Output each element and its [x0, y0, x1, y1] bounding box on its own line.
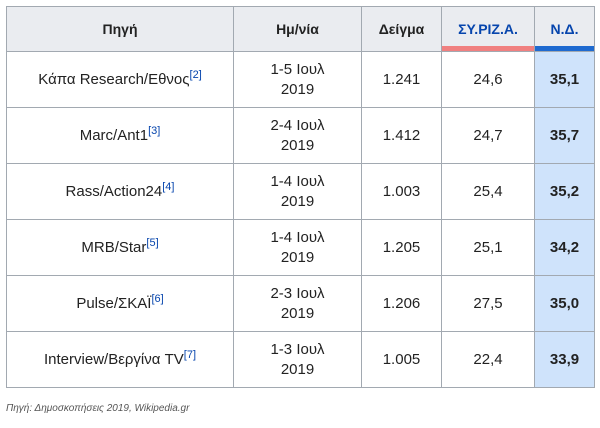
- syriza-cell: 24,7: [441, 107, 535, 164]
- sample-cell: 1.205: [361, 219, 442, 276]
- poll-table: Πηγή Ημ/νία Δείγμα ΣΥ.ΡΙΖ.Α. Ν.Δ. Κάπα R…: [6, 6, 595, 388]
- nd-color-bar: [535, 46, 594, 51]
- reference-link[interactable]: [4]: [162, 180, 175, 193]
- source-name[interactable]: Rass/Action24: [65, 182, 163, 200]
- date-year: 2019: [280, 304, 315, 322]
- source-name[interactable]: MRB/Star: [81, 238, 147, 256]
- source-name[interactable]: Interview/Βεργίνα TV: [44, 350, 184, 368]
- nd-cell: 35,2: [534, 163, 595, 220]
- date-cell: 1-3 Ιουλ 2019: [233, 331, 362, 388]
- date-cell: 1-5 Ιουλ 2019: [233, 51, 362, 108]
- sample-cell: 1.241: [361, 51, 442, 108]
- date-year: 2019: [280, 80, 315, 98]
- reference-link[interactable]: [6]: [151, 292, 164, 305]
- table-row: Rass/Action24[4] 1-4 Ιουλ 2019 1.003 25,…: [6, 163, 595, 220]
- date-range: 2-4 Ιουλ: [270, 116, 325, 134]
- table-row: Interview/Βεργίνα TV[7] 1-3 Ιουλ 2019 1.…: [6, 331, 595, 388]
- table-header-row: Πηγή Ημ/νία Δείγμα ΣΥ.ΡΙΖ.Α. Ν.Δ.: [6, 6, 595, 52]
- source-cell: Κάπα Research/Εθνος[2]: [6, 51, 234, 108]
- date-year: 2019: [280, 192, 315, 210]
- date-cell: 1-4 Ιουλ 2019: [233, 219, 362, 276]
- poll-table-container: Πηγή Ημ/νία Δείγμα ΣΥ.ΡΙΖ.Α. Ν.Δ. Κάπα R…: [6, 6, 595, 388]
- syriza-cell: 24,6: [441, 51, 535, 108]
- syriza-color-bar: [442, 46, 534, 51]
- header-sample: Δείγμα: [361, 6, 442, 52]
- header-syriza[interactable]: ΣΥ.ΡΙΖ.Α.: [441, 6, 535, 52]
- sample-cell: 1.003: [361, 163, 442, 220]
- source-cell: Marc/Ant1[3]: [6, 107, 234, 164]
- header-date: Ημ/νία: [233, 6, 362, 52]
- reference-link[interactable]: [7]: [183, 348, 196, 361]
- source-name[interactable]: Pulse/ΣΚΑΪ: [76, 294, 152, 312]
- source-cell: Pulse/ΣΚΑΪ[6]: [6, 275, 234, 332]
- nd-cell: 35,0: [534, 275, 595, 332]
- table-row: Κάπα Research/Εθνος[2] 1-5 Ιουλ 2019 1.2…: [6, 51, 595, 108]
- header-nd-label[interactable]: Ν.Δ.: [550, 21, 579, 37]
- date-range: 1-4 Ιουλ: [270, 172, 325, 190]
- source-cell: MRB/Star[5]: [6, 219, 234, 276]
- nd-cell: 35,7: [534, 107, 595, 164]
- header-syriza-label[interactable]: ΣΥ.ΡΙΖ.Α.: [458, 21, 518, 37]
- nd-cell: 34,2: [534, 219, 595, 276]
- syriza-cell: 27,5: [441, 275, 535, 332]
- sample-cell: 1.206: [361, 275, 442, 332]
- date-cell: 1-4 Ιουλ 2019: [233, 163, 362, 220]
- reference-link[interactable]: [3]: [148, 124, 161, 137]
- source-name[interactable]: Κάπα Research/Εθνος: [38, 70, 190, 88]
- date-year: 2019: [280, 136, 315, 154]
- date-cell: 2-4 Ιουλ 2019: [233, 107, 362, 164]
- date-range: 1-5 Ιουλ: [270, 60, 325, 78]
- syriza-cell: 25,1: [441, 219, 535, 276]
- date-year: 2019: [280, 360, 315, 378]
- sample-cell: 1.005: [361, 331, 442, 388]
- table-row: Marc/Ant1[3] 2-4 Ιουλ 2019 1.412 24,7 35…: [6, 107, 595, 164]
- source-cell: Interview/Βεργίνα TV[7]: [6, 331, 234, 388]
- source-name[interactable]: Marc/Ant1: [79, 126, 149, 144]
- reference-link[interactable]: [2]: [189, 68, 202, 81]
- nd-cell: 33,9: [534, 331, 595, 388]
- table-row: MRB/Star[5] 1-4 Ιουλ 2019 1.205 25,1 34,…: [6, 219, 595, 276]
- table-row: Pulse/ΣΚΑΪ[6] 2-3 Ιουλ 2019 1.206 27,5 3…: [6, 275, 595, 332]
- reference-link[interactable]: [5]: [146, 236, 159, 249]
- date-cell: 2-3 Ιουλ 2019: [233, 275, 362, 332]
- source-cell: Rass/Action24[4]: [6, 163, 234, 220]
- header-nd[interactable]: Ν.Δ.: [534, 6, 595, 52]
- date-range: 2-3 Ιουλ: [270, 284, 325, 302]
- syriza-cell: 25,4: [441, 163, 535, 220]
- nd-cell: 35,1: [534, 51, 595, 108]
- header-source: Πηγή: [6, 6, 234, 52]
- sample-cell: 1.412: [361, 107, 442, 164]
- date-range: 1-4 Ιουλ: [270, 228, 325, 246]
- source-caption: Πηγή: Δημοσκοπήσεις 2019, Wikipedia.gr: [6, 403, 190, 414]
- date-range: 1-3 Ιουλ: [270, 340, 325, 358]
- syriza-cell: 22,4: [441, 331, 535, 388]
- date-year: 2019: [280, 248, 315, 266]
